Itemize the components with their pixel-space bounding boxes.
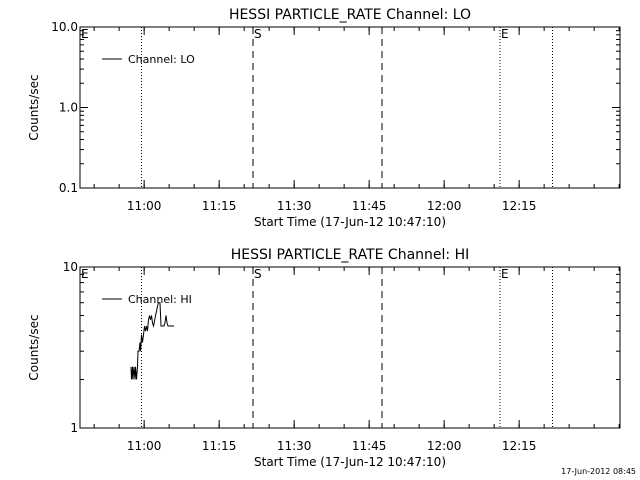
x-tick-label: 11:30	[277, 199, 312, 213]
end-marker-label: E	[501, 27, 509, 41]
x-tick-label: 11:15	[202, 199, 237, 213]
x-axis-label: Start Time (17-Jun-12 10:47:10)	[254, 455, 446, 469]
y-axis-label: Counts/sec	[27, 74, 41, 140]
end-marker-label: E	[501, 267, 509, 281]
x-axis-label: Start Time (17-Jun-12 10:47:10)	[254, 215, 446, 229]
legend-label: Channel: LO	[128, 53, 195, 66]
x-tick-label: 11:00	[127, 199, 162, 213]
plot-frame	[79, 266, 621, 429]
x-tick-label: 12:15	[502, 199, 537, 213]
x-tick-label: 12:15	[502, 439, 537, 453]
y-tick-label: 10	[63, 260, 78, 274]
x-tick-label: 11:00	[127, 439, 162, 453]
chart-title: HESSI PARTICLE_RATE Channel: HI	[231, 247, 469, 263]
x-tick-label: 11:45	[352, 199, 387, 213]
y-tick-label: 1	[70, 421, 78, 435]
lo-channel-panel: HESSI PARTICLE_RATE Channel: LO Start Tim…	[27, 7, 621, 229]
end-marker-label: E	[81, 267, 89, 281]
x-tick-label: 12:00	[427, 199, 462, 213]
footer-timestamp: 17-Jun-2012 08:45	[561, 467, 636, 476]
start-marker-label: S	[254, 27, 262, 41]
y-tick-label: 10.0	[51, 20, 78, 34]
hi-channel-panel: HESSI PARTICLE_RATE Channel: HI Start Tim…	[27, 247, 621, 469]
x-tick-label: 11:45	[352, 439, 387, 453]
x-tick-label: 11:15	[202, 439, 237, 453]
plot-frame	[79, 26, 621, 189]
x-tick-label: 12:00	[427, 439, 462, 453]
x-tick-label: 11:30	[277, 439, 312, 453]
y-axis-label: Counts/sec	[27, 314, 41, 380]
legend-label: Channel: HI	[128, 293, 192, 306]
chart-title: HESSI PARTICLE_RATE Channel: LO	[229, 7, 471, 23]
start-marker-label: S	[254, 267, 262, 281]
end-marker-label: E	[81, 27, 89, 41]
series-line	[130, 302, 174, 380]
y-tick-label: 1.0	[59, 101, 78, 115]
y-tick-label: 0.1	[59, 181, 78, 195]
